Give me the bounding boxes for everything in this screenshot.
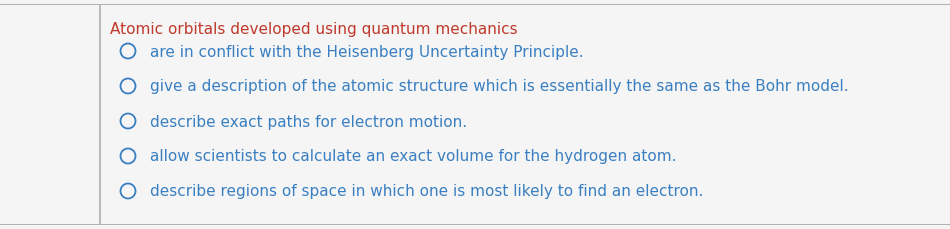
Text: are in conflict with the Heisenberg Uncertainty Principle.: are in conflict with the Heisenberg Unce… <box>150 44 583 59</box>
Text: Atomic orbitals developed using quantum mechanics: Atomic orbitals developed using quantum … <box>110 22 518 37</box>
Text: describe regions of space in which one is most likely to find an electron.: describe regions of space in which one i… <box>150 184 703 199</box>
Text: give a description of the atomic structure which is essentially the same as the : give a description of the atomic structu… <box>150 79 848 94</box>
Text: allow scientists to calculate an exact volume for the hydrogen atom.: allow scientists to calculate an exact v… <box>150 149 676 164</box>
Text: describe exact paths for electron motion.: describe exact paths for electron motion… <box>150 114 467 129</box>
